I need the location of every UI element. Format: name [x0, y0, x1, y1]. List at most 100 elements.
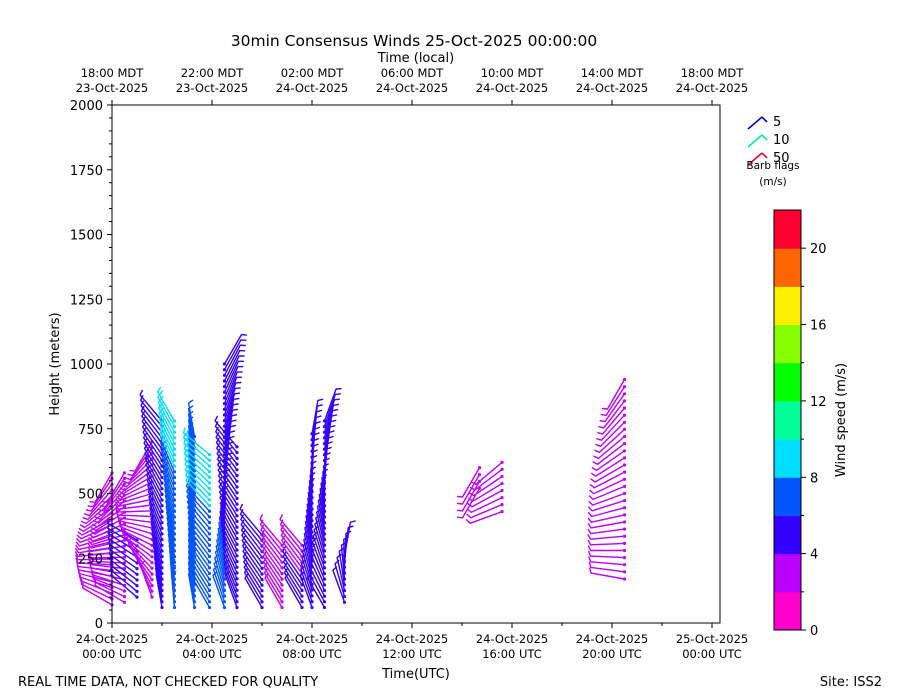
wind-barb — [589, 567, 627, 581]
barb-station-dot — [235, 485, 239, 489]
barb-station-dot — [207, 560, 212, 564]
barb-station-dot — [322, 526, 327, 530]
barb-station-dot — [622, 556, 627, 560]
barb-shaft — [279, 514, 303, 546]
y-tick-label: 250 — [78, 552, 103, 567]
colorbar-frame — [773, 209, 802, 631]
barb-station-dot — [322, 470, 327, 474]
barb-station-dot — [207, 481, 212, 485]
wind-barb — [587, 545, 627, 553]
barb-station-dot — [135, 572, 139, 576]
barb-shaft — [456, 473, 481, 505]
barb-station-dot — [342, 583, 347, 587]
barb-shaft — [588, 562, 626, 573]
barb-station-dot — [235, 479, 239, 483]
wind-barb — [109, 559, 139, 588]
barb-station-dot — [322, 532, 327, 536]
barb-station-dot — [172, 560, 177, 564]
barb-station-dot — [622, 520, 627, 524]
barb-station-dot — [235, 456, 239, 460]
barb-station-dot — [160, 538, 164, 542]
barb-station-dot — [235, 445, 239, 449]
y-tick-label: 500 — [78, 488, 103, 503]
barb-station-dot — [622, 377, 627, 382]
barb-station-dot — [172, 538, 177, 542]
barb-legend-label: 50 — [773, 151, 790, 166]
wind-barb — [593, 434, 627, 460]
wind-barb — [215, 437, 239, 472]
barb-station-dot — [342, 577, 347, 581]
barb-shaft — [216, 448, 238, 482]
y-tick-label: 1750 — [70, 164, 103, 179]
barb-station-dot — [150, 566, 154, 570]
barb-station-dot — [622, 449, 627, 453]
barb-station-dot — [310, 600, 314, 604]
barb-station-dot — [322, 543, 327, 547]
plot-frame — [111, 104, 721, 624]
barb-shaft — [587, 539, 626, 546]
barb-station-dot — [150, 595, 154, 599]
colorbar-tick-label: 12 — [810, 395, 827, 410]
barb-shaft — [468, 482, 503, 502]
wind-barbs — [75, 333, 627, 610]
barb-station-dot — [207, 509, 212, 513]
barb-shaft — [588, 499, 626, 512]
barb-station-dot — [160, 532, 164, 536]
barb-shaft — [223, 360, 245, 393]
barb-station-dot — [160, 509, 164, 513]
barb-shaft — [156, 386, 176, 422]
wind-barb — [87, 549, 127, 556]
barb-station-dot — [622, 570, 627, 574]
barb-station-dot — [235, 605, 239, 610]
barb-shaft — [115, 507, 153, 513]
barb-shaft — [182, 427, 211, 456]
barb-shaft — [593, 435, 626, 460]
barb-station-dot — [135, 567, 139, 571]
barb-station-dot — [500, 488, 504, 493]
barb-shaft — [589, 478, 626, 495]
barb-station-dot — [172, 572, 177, 576]
wind-barb — [588, 556, 627, 567]
barb-station-dot — [342, 571, 347, 575]
barb-shaft — [591, 457, 626, 477]
barb-station-dot — [222, 583, 227, 587]
barb-station-dot — [192, 600, 197, 604]
barb-station-dot — [135, 589, 139, 594]
barb-legend-item: 10 — [747, 133, 790, 148]
barb-shaft — [223, 387, 241, 422]
barb-station-dot — [160, 504, 164, 508]
barb-station-dot — [260, 583, 264, 587]
barb-station-dot — [310, 443, 314, 448]
barb-station-dot — [160, 605, 164, 610]
barb-station-dot — [122, 589, 127, 593]
barb-station-dot — [172, 419, 177, 423]
wind-barb — [222, 381, 242, 417]
wind-barb — [588, 484, 627, 501]
wind-barb — [599, 392, 627, 423]
barb-station-dot — [172, 475, 177, 480]
barb-station-dot — [192, 434, 197, 439]
wind-barb — [468, 481, 504, 502]
x-tick-label-date: 24-Oct-2025 — [176, 632, 248, 646]
wind-barb — [588, 550, 627, 560]
colorbar-segment — [774, 591, 801, 631]
wind-barb — [588, 491, 627, 506]
wind-barb — [222, 344, 246, 377]
barb-station-dot — [122, 544, 127, 548]
barb-station-dot — [235, 577, 239, 581]
x-tick-label-date: 24-Oct-2025 — [276, 632, 348, 646]
barb-station-dot — [172, 515, 177, 519]
barb-shaft — [215, 437, 238, 471]
barb-station-dot — [260, 566, 264, 571]
barb-station-dot — [322, 504, 327, 508]
barb-station-dot — [150, 543, 154, 547]
barb-shaft — [239, 509, 263, 542]
y-tick-label: 1000 — [70, 358, 103, 373]
barb-shaft — [75, 557, 113, 566]
barb-station-dot — [235, 525, 239, 529]
barb-station-dot — [207, 475, 212, 479]
barb-station-dot — [322, 481, 327, 485]
barb-station-dot — [235, 519, 239, 524]
barb-station-dot — [122, 561, 127, 565]
